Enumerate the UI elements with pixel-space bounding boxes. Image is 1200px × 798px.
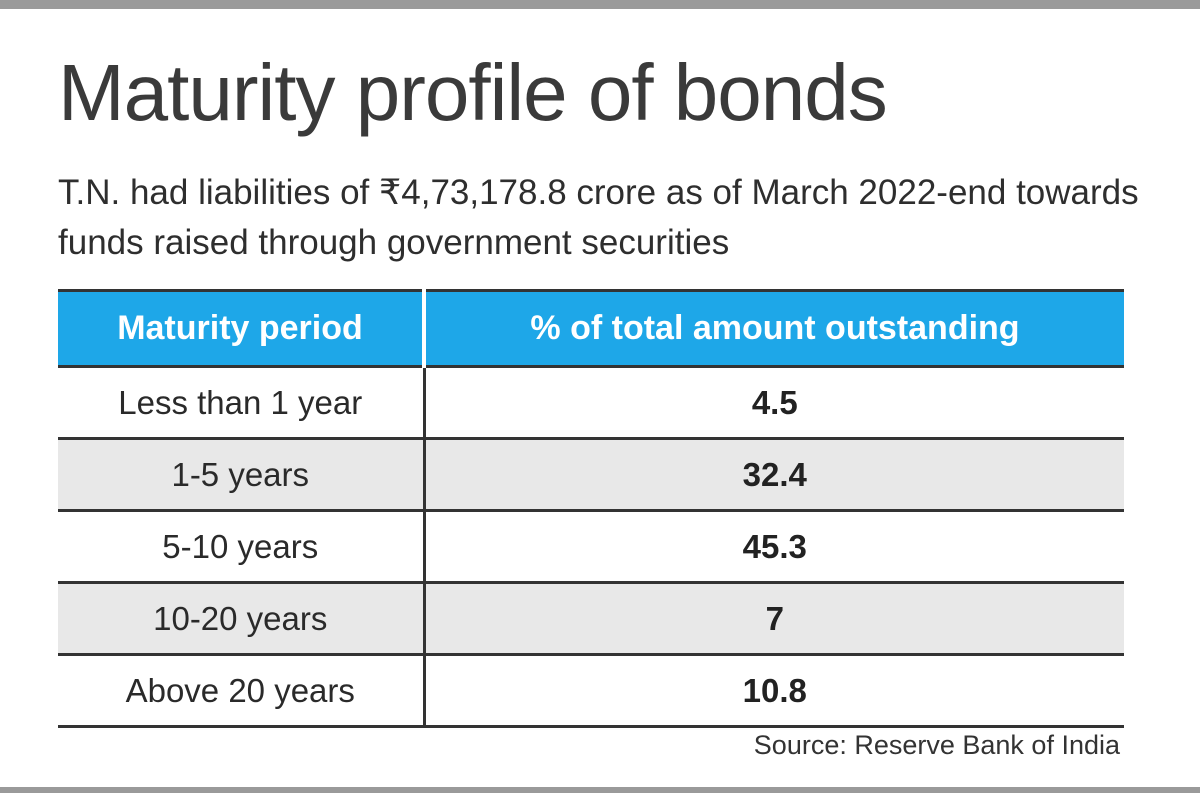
table-row: Above 20 years 10.8 [58, 653, 1124, 728]
column-header-maturity-period: Maturity period [58, 289, 426, 367]
maturity-period-cell: Less than 1 year [58, 365, 426, 439]
top-rule [0, 0, 1200, 9]
column-header-percent-outstanding: % of total amount outstanding [424, 289, 1124, 367]
table-row: 10-20 years 7 [58, 581, 1124, 655]
percent-value-cell: 10.8 [424, 653, 1124, 728]
maturity-period-cell: 10-20 years [58, 581, 426, 655]
percent-value-cell: 32.4 [424, 437, 1124, 511]
maturity-table: Maturity period % of total amount outsta… [58, 289, 1124, 728]
percent-value-cell: 45.3 [424, 509, 1124, 583]
chart-title: Maturity profile of bonds [58, 48, 888, 137]
maturity-period-cell: 5-10 years [58, 509, 426, 583]
chart-subtitle: T.N. had liabilities of ₹4,73,178.8 cror… [58, 173, 1139, 262]
source-note: Source: Reserve Bank of India [753, 730, 1120, 760]
bottom-rule [0, 787, 1200, 793]
maturity-period-cell: Above 20 years [58, 653, 426, 728]
percent-value-cell: 7 [424, 581, 1124, 655]
table-row: 1-5 years 32.4 [58, 437, 1124, 511]
table-row: 5-10 years 45.3 [58, 509, 1124, 583]
maturity-period-cell: 1-5 years [58, 437, 426, 511]
percent-value-cell: 4.5 [424, 365, 1124, 439]
table-row: Less than 1 year 4.5 [58, 365, 1124, 439]
table-header-row: Maturity period % of total amount outsta… [58, 289, 1124, 367]
